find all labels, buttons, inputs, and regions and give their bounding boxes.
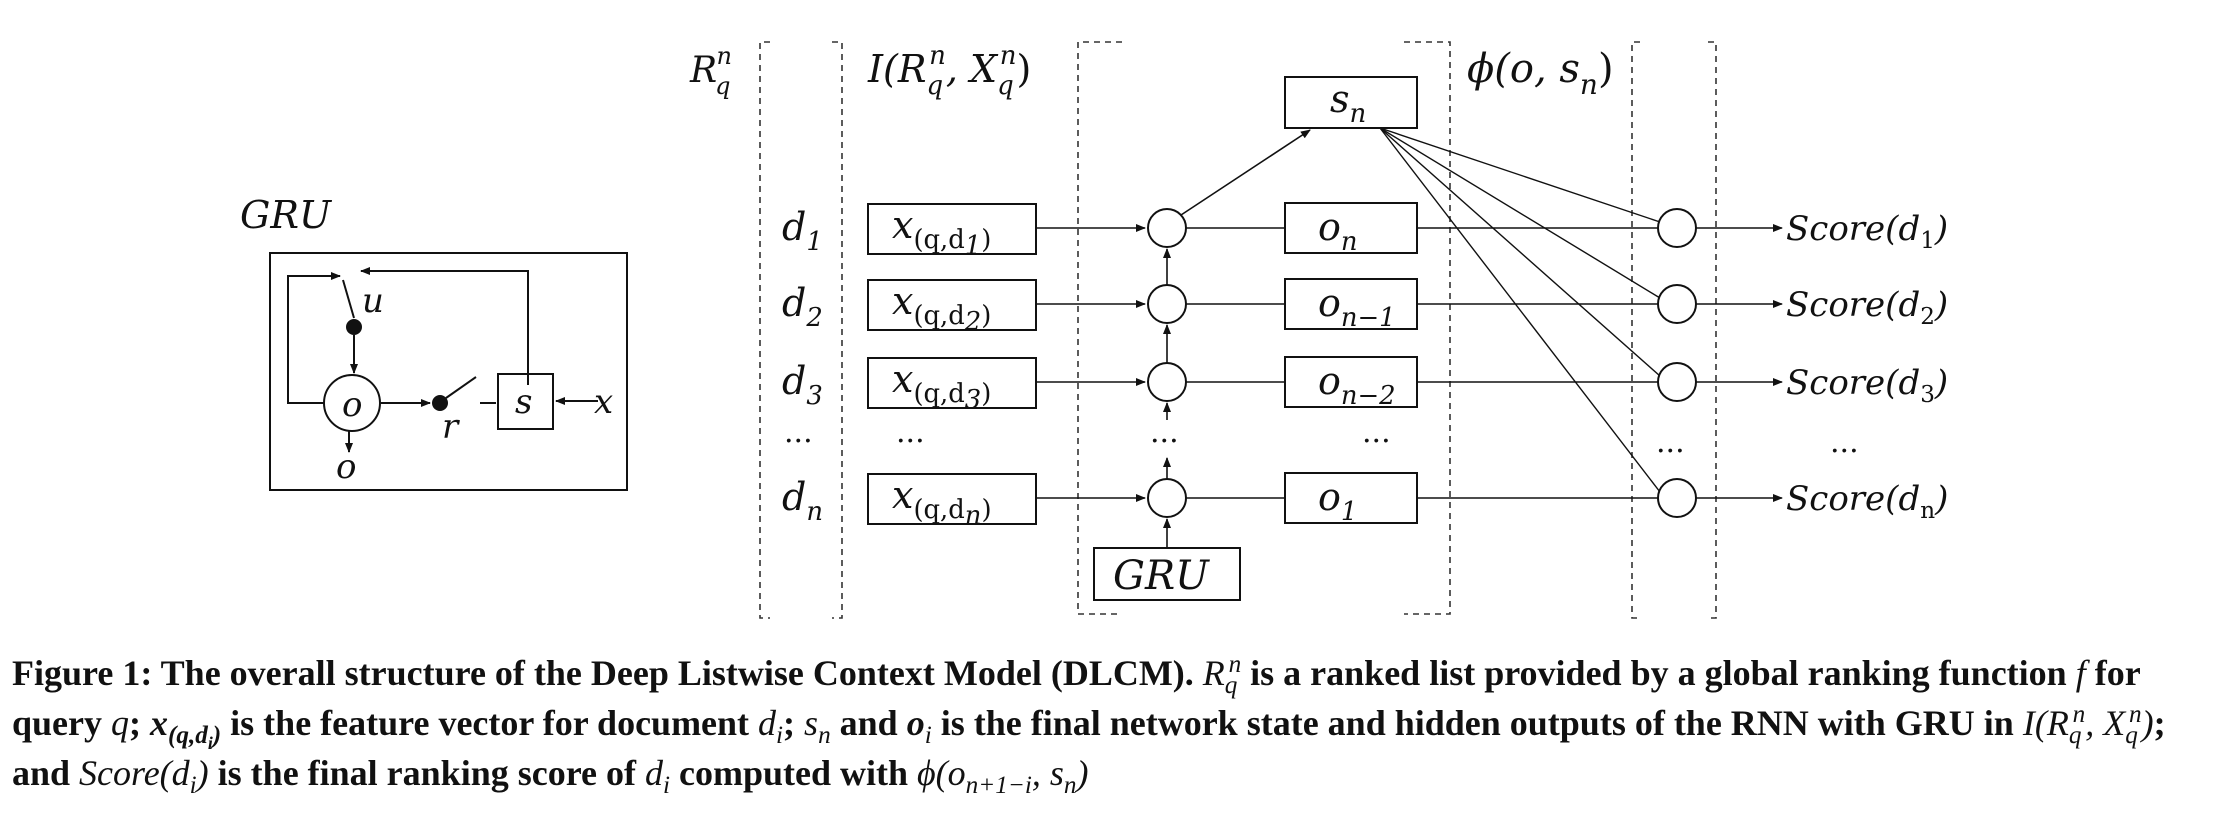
score-label-1: Score(d1)	[1786, 209, 1948, 254]
caption-text-7: is the final network state and hidden ou…	[931, 703, 2023, 743]
gru-state-box	[497, 373, 554, 430]
gru-state-label: s	[515, 382, 532, 422]
state-label: sn	[1330, 77, 1366, 129]
gru-output-node-label: o	[342, 385, 362, 425]
feature-label-2: x(q,d2)	[892, 279, 991, 337]
state-feedback-line	[360, 267, 529, 385]
ellipsis-gru: ...	[1150, 415, 1179, 450]
caption-text-1: is a ranked list provided by a global ra…	[1241, 653, 2076, 693]
gru-node-2	[1147, 284, 1187, 324]
ellipsis-outputs: ...	[1362, 415, 1391, 450]
document-rows: d1 x(q,d1) on Score(d1) d2 x(q,d2) on−1 Score(d…	[782, 127, 1948, 548]
ellipsis-score-nodes: ...	[1656, 425, 1685, 460]
column-headers: Rqn I(Rqn, Xqn) ϕ(o, sn)	[689, 41, 1614, 101]
doc-label-1: d1	[782, 205, 823, 257]
score-label-2: Score(d2)	[1786, 285, 1948, 330]
state-score-link-2	[1379, 127, 1661, 299]
update-gate-loop	[287, 272, 341, 404]
gru-inset: GRU o u r s x o	[240, 193, 628, 491]
state-score-link-1	[1379, 127, 1661, 223]
caption-text-4: is the feature vector for document	[221, 703, 759, 743]
caption-text-5: ;	[783, 703, 805, 743]
output-label-3: on−2	[1318, 359, 1396, 411]
caption-text-6: and	[830, 703, 907, 743]
update-gate-label: u	[362, 281, 384, 321]
output-label-4: o1	[1318, 475, 1357, 527]
feature-label-3: x(q,d3)	[892, 357, 991, 415]
feature-box-1	[867, 203, 1037, 255]
score-node-4	[1657, 478, 1697, 518]
feature-box-2	[867, 279, 1037, 331]
caption-text-3: ;	[129, 703, 150, 743]
ellipsis-docs: ...	[784, 415, 813, 450]
feature-label-1: x(q,d1)	[892, 203, 991, 261]
output-label-1: on	[1318, 205, 1358, 257]
bracket-scoring	[1631, 41, 1717, 619]
feature-box-3	[867, 357, 1037, 409]
caption-text-9: is the final ranking score of	[208, 753, 646, 793]
state-box	[1284, 76, 1418, 129]
caption-math-phi: ϕ(on+1−i, sn)	[917, 753, 1089, 800]
caption-math-x: x(q,di)	[150, 703, 222, 754]
bracket-input-gru	[1077, 41, 1451, 615]
rank-list-header: Rqn	[689, 42, 732, 100]
caption-math-di-2: di	[645, 753, 671, 800]
final-state: sn	[1284, 76, 1418, 129]
score-node-2	[1657, 284, 1697, 324]
gru-node-4	[1147, 478, 1187, 518]
ellipsis-scores: ...	[1830, 425, 1859, 460]
reset-gate-label: r	[442, 407, 460, 447]
state-score-link-4	[1379, 127, 1661, 493]
output-label-2: on−1	[1318, 281, 1396, 333]
ellipsis-row: ... ... ... ... ... ...	[784, 415, 1859, 460]
score-node-3	[1657, 362, 1697, 402]
input-header: I(Rqn, Xqn)	[867, 41, 1031, 101]
caption-math-f: f	[2075, 653, 2086, 693]
doc-label-3: d3	[782, 359, 823, 411]
caption-math-rqn: Rqn	[1202, 651, 1242, 700]
ellipsis-features: ...	[896, 415, 925, 450]
caption-math-q: q	[111, 703, 129, 743]
doc-label-4: dn	[782, 475, 823, 527]
score-node-1	[1657, 208, 1697, 248]
update-gate-dot	[346, 319, 362, 335]
feature-label-4: x(q,dn)	[892, 473, 992, 531]
state-score-link-3	[1379, 127, 1661, 377]
caption-math-input: I(Rqn, Xqn)	[2022, 701, 2154, 750]
score-label-3: Score(d3)	[1786, 363, 1948, 408]
dashed-brackets	[759, 41, 1717, 619]
gru-box-label: GRU	[1113, 553, 1210, 599]
gru-node-3	[1147, 362, 1187, 402]
caption-math-di: di	[758, 703, 784, 750]
gru-inset-title: GRU	[240, 193, 333, 237]
caption-text-10: computed with	[670, 753, 918, 793]
gru-inset-frame	[269, 252, 628, 491]
gru-node-1	[1147, 208, 1187, 248]
bracket-rank-list	[759, 41, 843, 619]
caption-text-8: ; and	[12, 703, 2166, 793]
caption-text-2: for query	[12, 653, 2141, 743]
dlcm-diagram: GRU o u r s x o Rqn I(Rqn, Xqn) ϕ(o, sn)	[240, 41, 1948, 619]
gru-input-label: x	[594, 382, 613, 422]
doc-label-2: d2	[782, 281, 823, 333]
gru-encoder: GRU	[1093, 547, 1241, 601]
phi-header: ϕ(o, sn)	[1467, 46, 1614, 101]
gru-to-state-arrow	[1180, 129, 1311, 216]
score-label-4: Score(dn)	[1786, 479, 1948, 524]
figure-caption: Figure 1: The overall structure of the D…	[12, 648, 2212, 798]
caption-math-oi: oi	[906, 703, 932, 750]
caption-lead: Figure 1: The overall structure of the D…	[12, 653, 1194, 693]
feature-box-4	[867, 473, 1037, 525]
caption-math-score: Score(di)	[79, 753, 209, 800]
reset-gate-switch	[445, 376, 477, 399]
update-gate-switch	[342, 279, 355, 319]
caption-math-sn: sn	[804, 703, 831, 750]
gru-output-label: o	[336, 447, 356, 487]
reset-gate-dot	[432, 395, 448, 411]
